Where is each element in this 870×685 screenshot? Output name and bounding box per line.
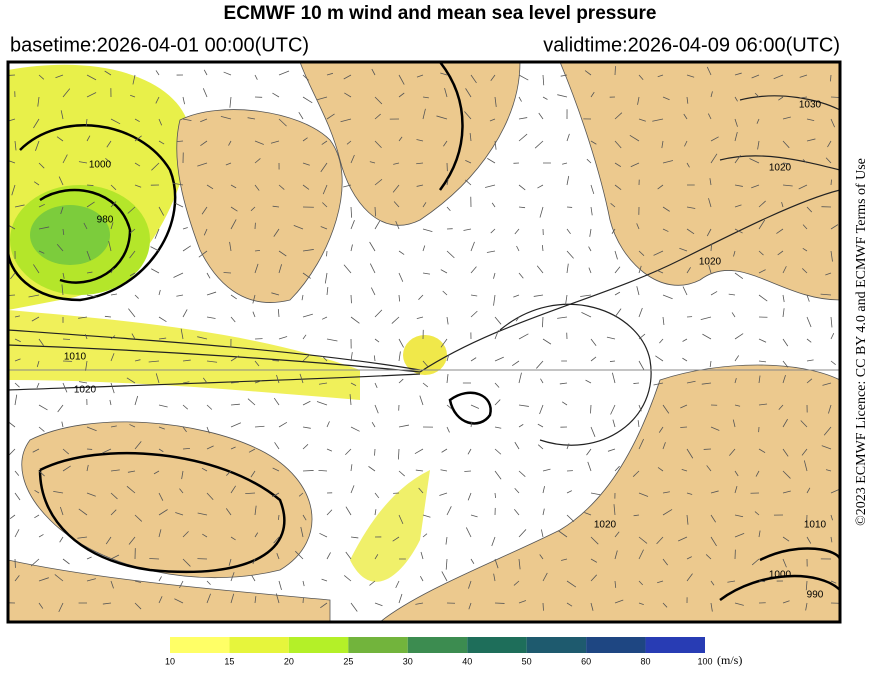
wind-arrow	[87, 185, 93, 186]
isobar-label: 1030	[799, 100, 822, 111]
wind-arrow	[590, 405, 591, 413]
isobar-label: 1000	[769, 570, 792, 581]
colorbar-segment	[408, 637, 467, 653]
colorbar-tick-label: 30	[403, 656, 413, 666]
colorbar-segment	[229, 637, 288, 653]
colorbar-tick-label: 40	[462, 656, 472, 666]
colorbar-tick-label: 80	[641, 656, 651, 666]
wind-arrow	[272, 360, 279, 361]
colorbar-tick-label: 20	[284, 656, 294, 666]
colorbar-segment	[170, 637, 229, 653]
map: 1000 980 1010 1020 1030 1020 1020 1020 1010 1000 9…	[4, 62, 841, 622]
wind-arrow	[610, 361, 615, 362]
colorbar-segment	[646, 637, 705, 653]
isobar-label: 1020	[769, 163, 792, 174]
colorbar-segment	[467, 637, 526, 653]
wind-arrow	[464, 471, 471, 472]
wind-arrow	[543, 603, 544, 611]
colorbar-tick-label: 25	[343, 656, 353, 666]
isobar-label: 1020	[699, 257, 722, 268]
colorbar-tick-label: 15	[224, 656, 234, 666]
wind-arrow	[633, 383, 639, 384]
colorbar-tick-label: 10	[165, 656, 175, 666]
wind-arrow	[831, 180, 832, 185]
colorbar-unit: (m/s)	[717, 653, 742, 667]
isobar-label: 980	[97, 215, 114, 226]
isobar-label: 1010	[64, 352, 87, 363]
isobar-label: 1020	[594, 520, 617, 531]
isobar-label: 1000	[89, 160, 112, 171]
licence: ©2023 ECMWF Licence: CC BY 4.0 and ECMWF…	[854, 158, 869, 526]
validtime: validtime:2026-04-09 06:00(UTC)	[543, 34, 840, 56]
title: ECMWF 10 m wind and mean sea level press…	[224, 3, 657, 24]
colorbar-tick-label: 60	[581, 656, 591, 666]
isobar-label: 1020	[74, 385, 97, 396]
colorbar-segment	[527, 637, 586, 653]
isobar-label: 990	[807, 590, 824, 601]
colorbar-segment	[348, 637, 407, 653]
wind-arrow	[63, 339, 70, 340]
basetime: basetime:2026-04-01 00:00(UTC)	[10, 34, 309, 56]
wind-arrow	[303, 470, 314, 471]
colorbar-tick-label: 50	[522, 656, 532, 666]
colorbar-segment	[586, 637, 645, 653]
colorbar-tick-label: 100	[697, 656, 712, 666]
wind-arrow	[830, 75, 831, 81]
colorbar-segment	[289, 637, 348, 653]
colorbar: 10 15 20 25 30 40 50 60 80 100 (m/s)	[165, 637, 742, 667]
isobar-label: 1010	[804, 520, 827, 531]
